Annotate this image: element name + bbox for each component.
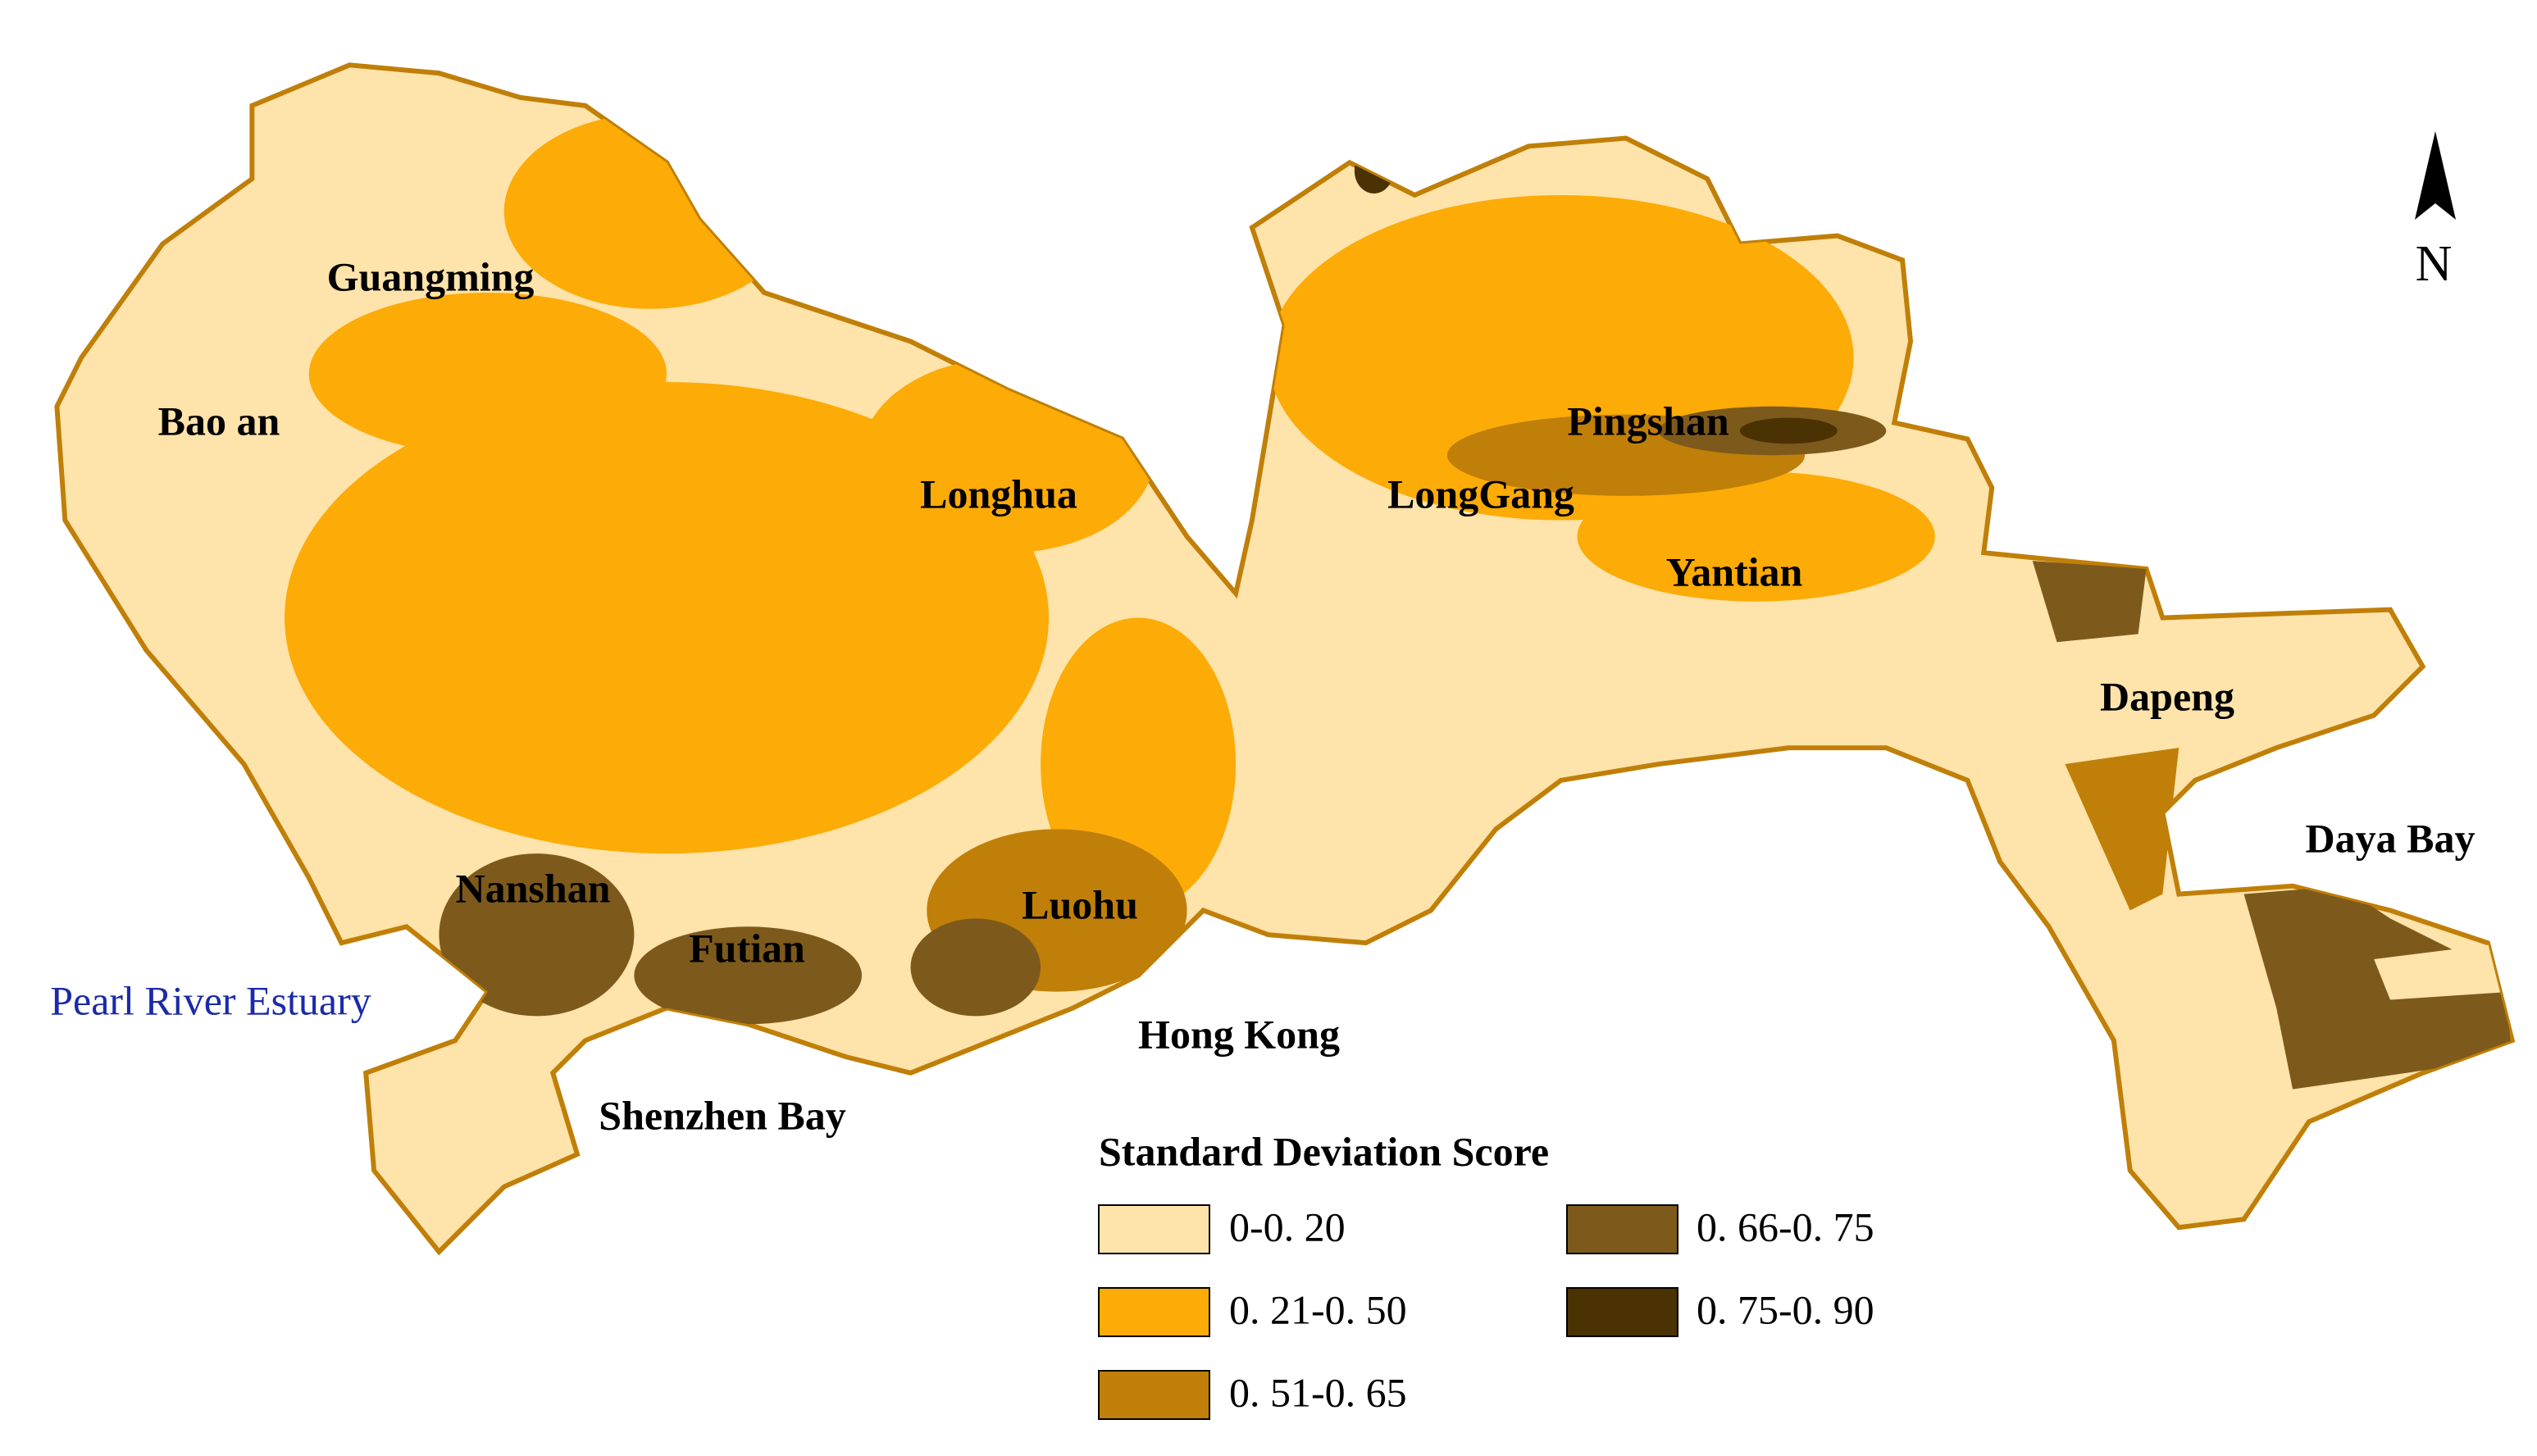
district-label: Luohu [1022,881,1138,927]
legend-swatch [1098,1204,1210,1254]
legend-label: 0. 21-0. 50 [1229,1286,1407,1332]
north-arrow: N [2415,131,2456,292]
place-label: Daya Bay [2306,815,2476,861]
legend-swatch [1098,1370,1210,1420]
legend-label: 0. 75-0. 90 [1697,1286,1874,1332]
land-patch [439,853,635,1017]
land-patch [308,292,667,456]
legend-title: Standard Deviation Score [1099,1128,1549,1174]
arrow [2415,131,2456,220]
district-label: Guangming [327,253,535,299]
land-patch [1354,148,1394,193]
land-patch [1577,471,1935,602]
land-patch [2032,561,2147,643]
place-labels: Daya Bay Hong Kong Shenzhen Bay Pearl Ri… [50,815,2475,1138]
district-label: Bao an [158,398,280,444]
land-patch [1739,417,1838,444]
district-labels: Guangming Bao an Longhua LongGang Pingsh… [158,253,2234,971]
land-patch [2243,885,2512,1090]
land-patch [285,382,1050,854]
land-patches [285,113,2512,1090]
district-label: Futian [689,925,805,971]
land-patch [2065,748,2179,911]
land-patch [861,357,1155,553]
legend-swatch [1566,1287,1678,1337]
land-light [2374,943,2512,1000]
legend-label: 0. 51-0. 65 [1229,1369,1407,1415]
place-label: Hong Kong [1138,1011,1340,1057]
district-label: Pingshan [1567,398,1729,444]
district-label: LongGang [1387,471,1574,516]
legend-swatch [1098,1287,1210,1337]
district-label: Dapeng [2100,673,2234,719]
land-patch [634,926,862,1025]
legend-label: 0. 66-0. 75 [1697,1203,1874,1249]
place-label: Shenzhen Bay [599,1092,845,1138]
land-patch [910,918,1041,1017]
north-label: N [2416,236,2453,292]
district-label: Yantian [1666,548,1803,594]
land [54,62,2516,1256]
legend-swatch [1566,1204,1678,1254]
district-label: Longhua [920,471,1077,516]
district-label: Nanshan [456,865,611,911]
legend: Standard Deviation Score 0-0. 20 0. 21-0.… [1098,1128,1874,1420]
place-label: Pearl River Estuary [50,977,371,1023]
legend-label: 0-0. 20 [1229,1203,1346,1249]
